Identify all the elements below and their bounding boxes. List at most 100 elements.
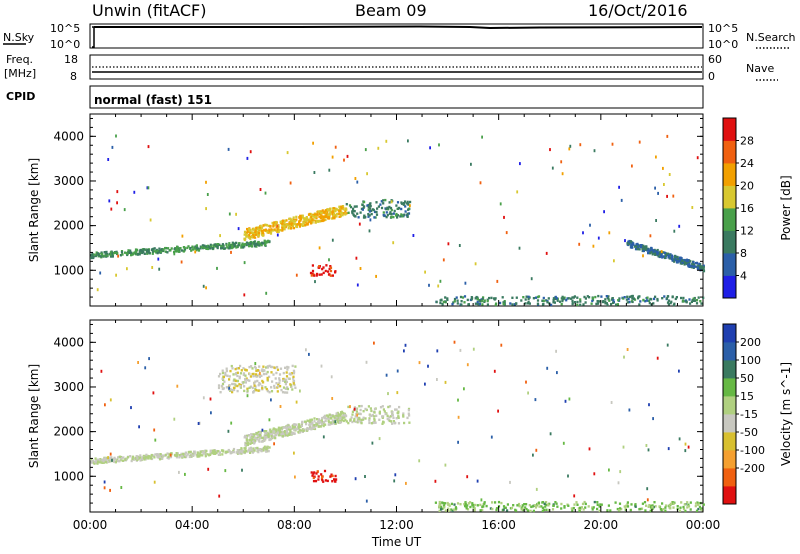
data-cell xyxy=(545,299,548,302)
data-cell xyxy=(183,248,187,251)
data-cell xyxy=(264,241,267,244)
data-cell xyxy=(239,372,243,375)
data-cell xyxy=(109,255,113,258)
data-cell xyxy=(251,438,254,441)
data-cell xyxy=(608,468,610,472)
data-cell xyxy=(314,221,317,224)
data-cell xyxy=(244,381,247,384)
data-cell xyxy=(562,297,566,300)
data-cell xyxy=(131,455,135,458)
data-cell xyxy=(692,263,696,266)
data-cell xyxy=(264,386,267,389)
data-cell xyxy=(563,505,566,508)
data-cell xyxy=(349,405,351,409)
data-cell xyxy=(282,371,285,375)
data-cell xyxy=(511,296,514,299)
data-cell xyxy=(685,258,688,261)
data-cell xyxy=(279,367,283,370)
data-cell xyxy=(338,421,342,424)
data-cell xyxy=(525,380,527,384)
data-cell xyxy=(91,255,94,258)
data-cell xyxy=(567,474,569,478)
data-cell xyxy=(225,450,228,454)
data-cell xyxy=(632,297,635,300)
data-cell xyxy=(560,507,563,510)
freq-tick-bottom: 8 xyxy=(70,70,77,83)
data-cell xyxy=(309,222,313,225)
data-cell xyxy=(284,366,287,369)
data-cell xyxy=(252,375,255,378)
data-cell xyxy=(269,365,272,369)
feature-evening-band xyxy=(90,445,271,465)
data-cell xyxy=(626,301,629,304)
data-cell xyxy=(552,297,555,300)
data-cell xyxy=(123,208,126,212)
data-cell xyxy=(103,251,106,254)
data-cell xyxy=(334,209,337,213)
data-cell xyxy=(401,215,404,218)
data-cell xyxy=(242,381,245,384)
x-tick-label: 00:00 xyxy=(686,518,721,532)
data-cell xyxy=(645,504,648,507)
data-cell xyxy=(319,425,322,428)
data-cell xyxy=(138,425,140,429)
data-cell xyxy=(536,302,539,305)
data-cell xyxy=(439,503,442,507)
data-cell xyxy=(335,215,338,218)
data-cell xyxy=(502,302,505,305)
colorbar-tick-label: 50 xyxy=(740,372,754,385)
data-cell xyxy=(152,391,155,395)
data-cell xyxy=(325,264,328,267)
data-cell xyxy=(625,298,628,301)
data-cell xyxy=(268,228,271,231)
data-cell xyxy=(281,379,285,382)
data-cell xyxy=(254,236,257,239)
data-cell xyxy=(387,207,390,210)
data-cell xyxy=(688,298,691,301)
data-cell xyxy=(252,391,255,394)
data-cell xyxy=(105,458,108,461)
data-cell xyxy=(244,444,247,447)
data-cell xyxy=(436,378,438,381)
data-cell xyxy=(305,216,308,219)
data-cell xyxy=(169,453,172,457)
data-cell xyxy=(620,198,623,202)
data-cell xyxy=(330,416,333,420)
data-cell xyxy=(226,374,229,377)
data-cell xyxy=(631,300,634,304)
data-cell xyxy=(337,413,340,416)
data-cell xyxy=(649,506,653,509)
data-cell xyxy=(91,252,94,256)
data-cell xyxy=(375,210,378,214)
data-cell xyxy=(618,502,622,505)
data-cell xyxy=(575,501,578,504)
data-cell xyxy=(545,503,548,507)
data-cell xyxy=(334,270,337,273)
data-cell xyxy=(645,247,648,250)
data-cell xyxy=(228,242,231,245)
data-cell xyxy=(648,249,651,252)
data-cell xyxy=(408,421,411,424)
colorbar-segment xyxy=(723,360,736,379)
data-cell xyxy=(469,505,472,509)
data-cell xyxy=(315,472,318,475)
data-cell xyxy=(696,501,699,504)
data-cell xyxy=(134,248,138,251)
data-cell xyxy=(135,250,138,254)
colorbar-tick-label: 200 xyxy=(740,336,761,349)
data-cell xyxy=(373,341,375,345)
data-cell xyxy=(375,274,377,278)
data-cell xyxy=(233,244,236,247)
data-cell xyxy=(660,255,663,258)
data-cell xyxy=(290,385,293,388)
data-cell xyxy=(546,301,549,304)
data-cell xyxy=(685,300,688,303)
data-cell xyxy=(568,147,571,151)
data-cell xyxy=(534,296,538,299)
data-cell xyxy=(232,447,236,451)
data-cell xyxy=(180,260,183,264)
data-cell xyxy=(602,300,605,303)
data-cell xyxy=(494,501,497,504)
data-cell xyxy=(665,297,669,300)
data-cell xyxy=(243,436,246,439)
